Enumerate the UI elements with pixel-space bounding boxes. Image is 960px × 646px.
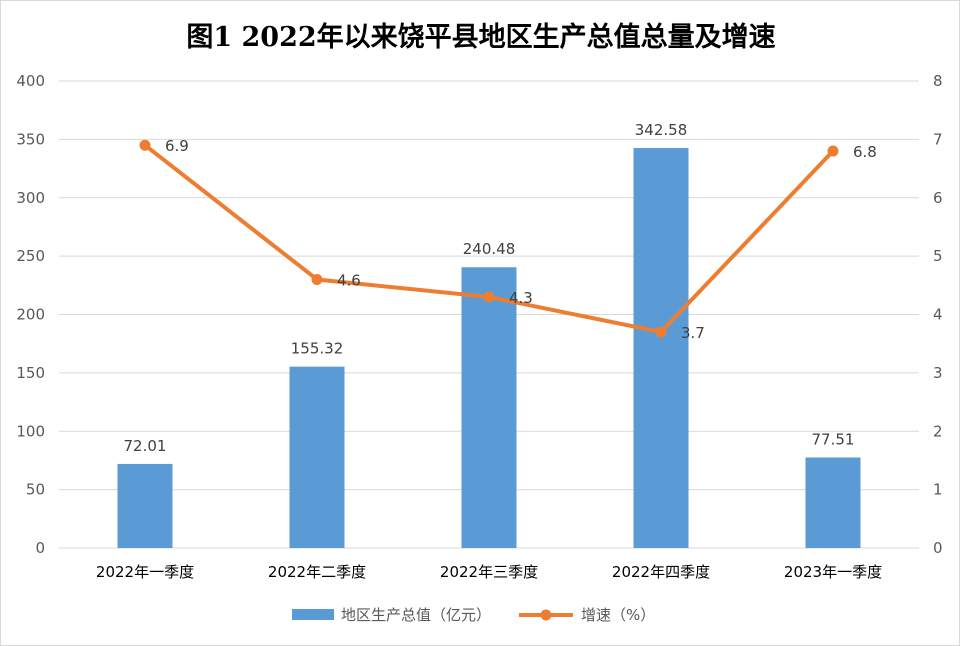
right-axis-tick-label: 4 <box>933 306 943 324</box>
bar <box>117 463 173 548</box>
legend: 地区生产总值（亿元） 增速（%） <box>292 606 655 624</box>
category-label: 2023年一季度 <box>784 563 882 581</box>
bar-value-label: 342.58 <box>635 121 688 139</box>
right-axis: 0 1 2 3 4 5 6 7 8 <box>933 72 943 557</box>
left-axis-tick-label: 100 <box>16 422 45 440</box>
growth-rate-label: 3.7 <box>681 324 705 342</box>
right-axis-tick-label: 0 <box>933 539 943 557</box>
bar <box>461 267 517 548</box>
bar <box>805 457 861 548</box>
category-axis: 2022年一季度 2022年二季度 2022年三季度 2022年四季度 2023年一季度 <box>96 563 882 581</box>
bar-value-label: 77.51 <box>812 431 855 449</box>
left-axis-tick-label: 200 <box>16 306 45 324</box>
data-labels: 72.01 155.32 240.48 342.58 77.51 6.9 4.6 4.3 3.7… <box>124 121 877 455</box>
bar <box>289 366 345 548</box>
bar-series <box>117 148 861 549</box>
bar-value-label: 240.48 <box>463 240 516 258</box>
left-axis-tick-label: 300 <box>16 189 45 207</box>
left-axis-tick-label: 0 <box>35 539 45 557</box>
legend-line-marker <box>540 609 552 621</box>
growth-rate-point <box>311 273 323 285</box>
growth-rate-label: 4.6 <box>337 271 361 289</box>
category-label: 2022年三季度 <box>440 563 538 581</box>
legend-bar-swatch <box>292 609 334 620</box>
right-axis-tick-label: 1 <box>933 481 943 499</box>
right-axis-tick-label: 6 <box>933 189 943 207</box>
line-series <box>139 139 839 338</box>
right-axis-tick-label: 8 <box>933 72 943 90</box>
legend-bar-label: 地区生产总值（亿元） <box>341 606 491 624</box>
growth-rate-point <box>483 291 495 303</box>
chart-title: 图1 2022年以来饶平县地区生产总值总量及增速 <box>186 22 776 53</box>
right-axis-tick-label: 3 <box>933 364 943 382</box>
category-label: 2022年四季度 <box>612 563 710 581</box>
left-axis-tick-label: 350 <box>16 130 45 148</box>
left-axis: 0 50 100 150 200 250 300 350 400 <box>16 72 45 557</box>
growth-rate-point <box>827 145 839 157</box>
category-label: 2022年二季度 <box>268 563 366 581</box>
category-label: 2022年一季度 <box>96 563 194 581</box>
right-axis-tick-label: 5 <box>933 247 943 265</box>
growth-rate-label: 4.3 <box>509 289 533 307</box>
bar-value-label: 155.32 <box>291 340 344 358</box>
left-axis-tick-label: 150 <box>16 364 45 382</box>
legend-line-label: 增速（%） <box>581 606 655 624</box>
left-axis-tick-label: 400 <box>16 72 45 90</box>
left-axis-tick-label: 250 <box>16 247 45 265</box>
growth-rate-label: 6.8 <box>853 143 877 161</box>
growth-rate-point <box>139 139 151 151</box>
bar <box>633 148 689 549</box>
bar-value-label: 72.01 <box>124 437 167 455</box>
left-axis-tick-label: 50 <box>26 481 45 499</box>
growth-rate-point <box>655 326 667 338</box>
growth-rate-label: 6.9 <box>165 137 189 155</box>
right-axis-tick-label: 2 <box>933 422 943 440</box>
right-axis-tick-label: 7 <box>933 130 943 148</box>
